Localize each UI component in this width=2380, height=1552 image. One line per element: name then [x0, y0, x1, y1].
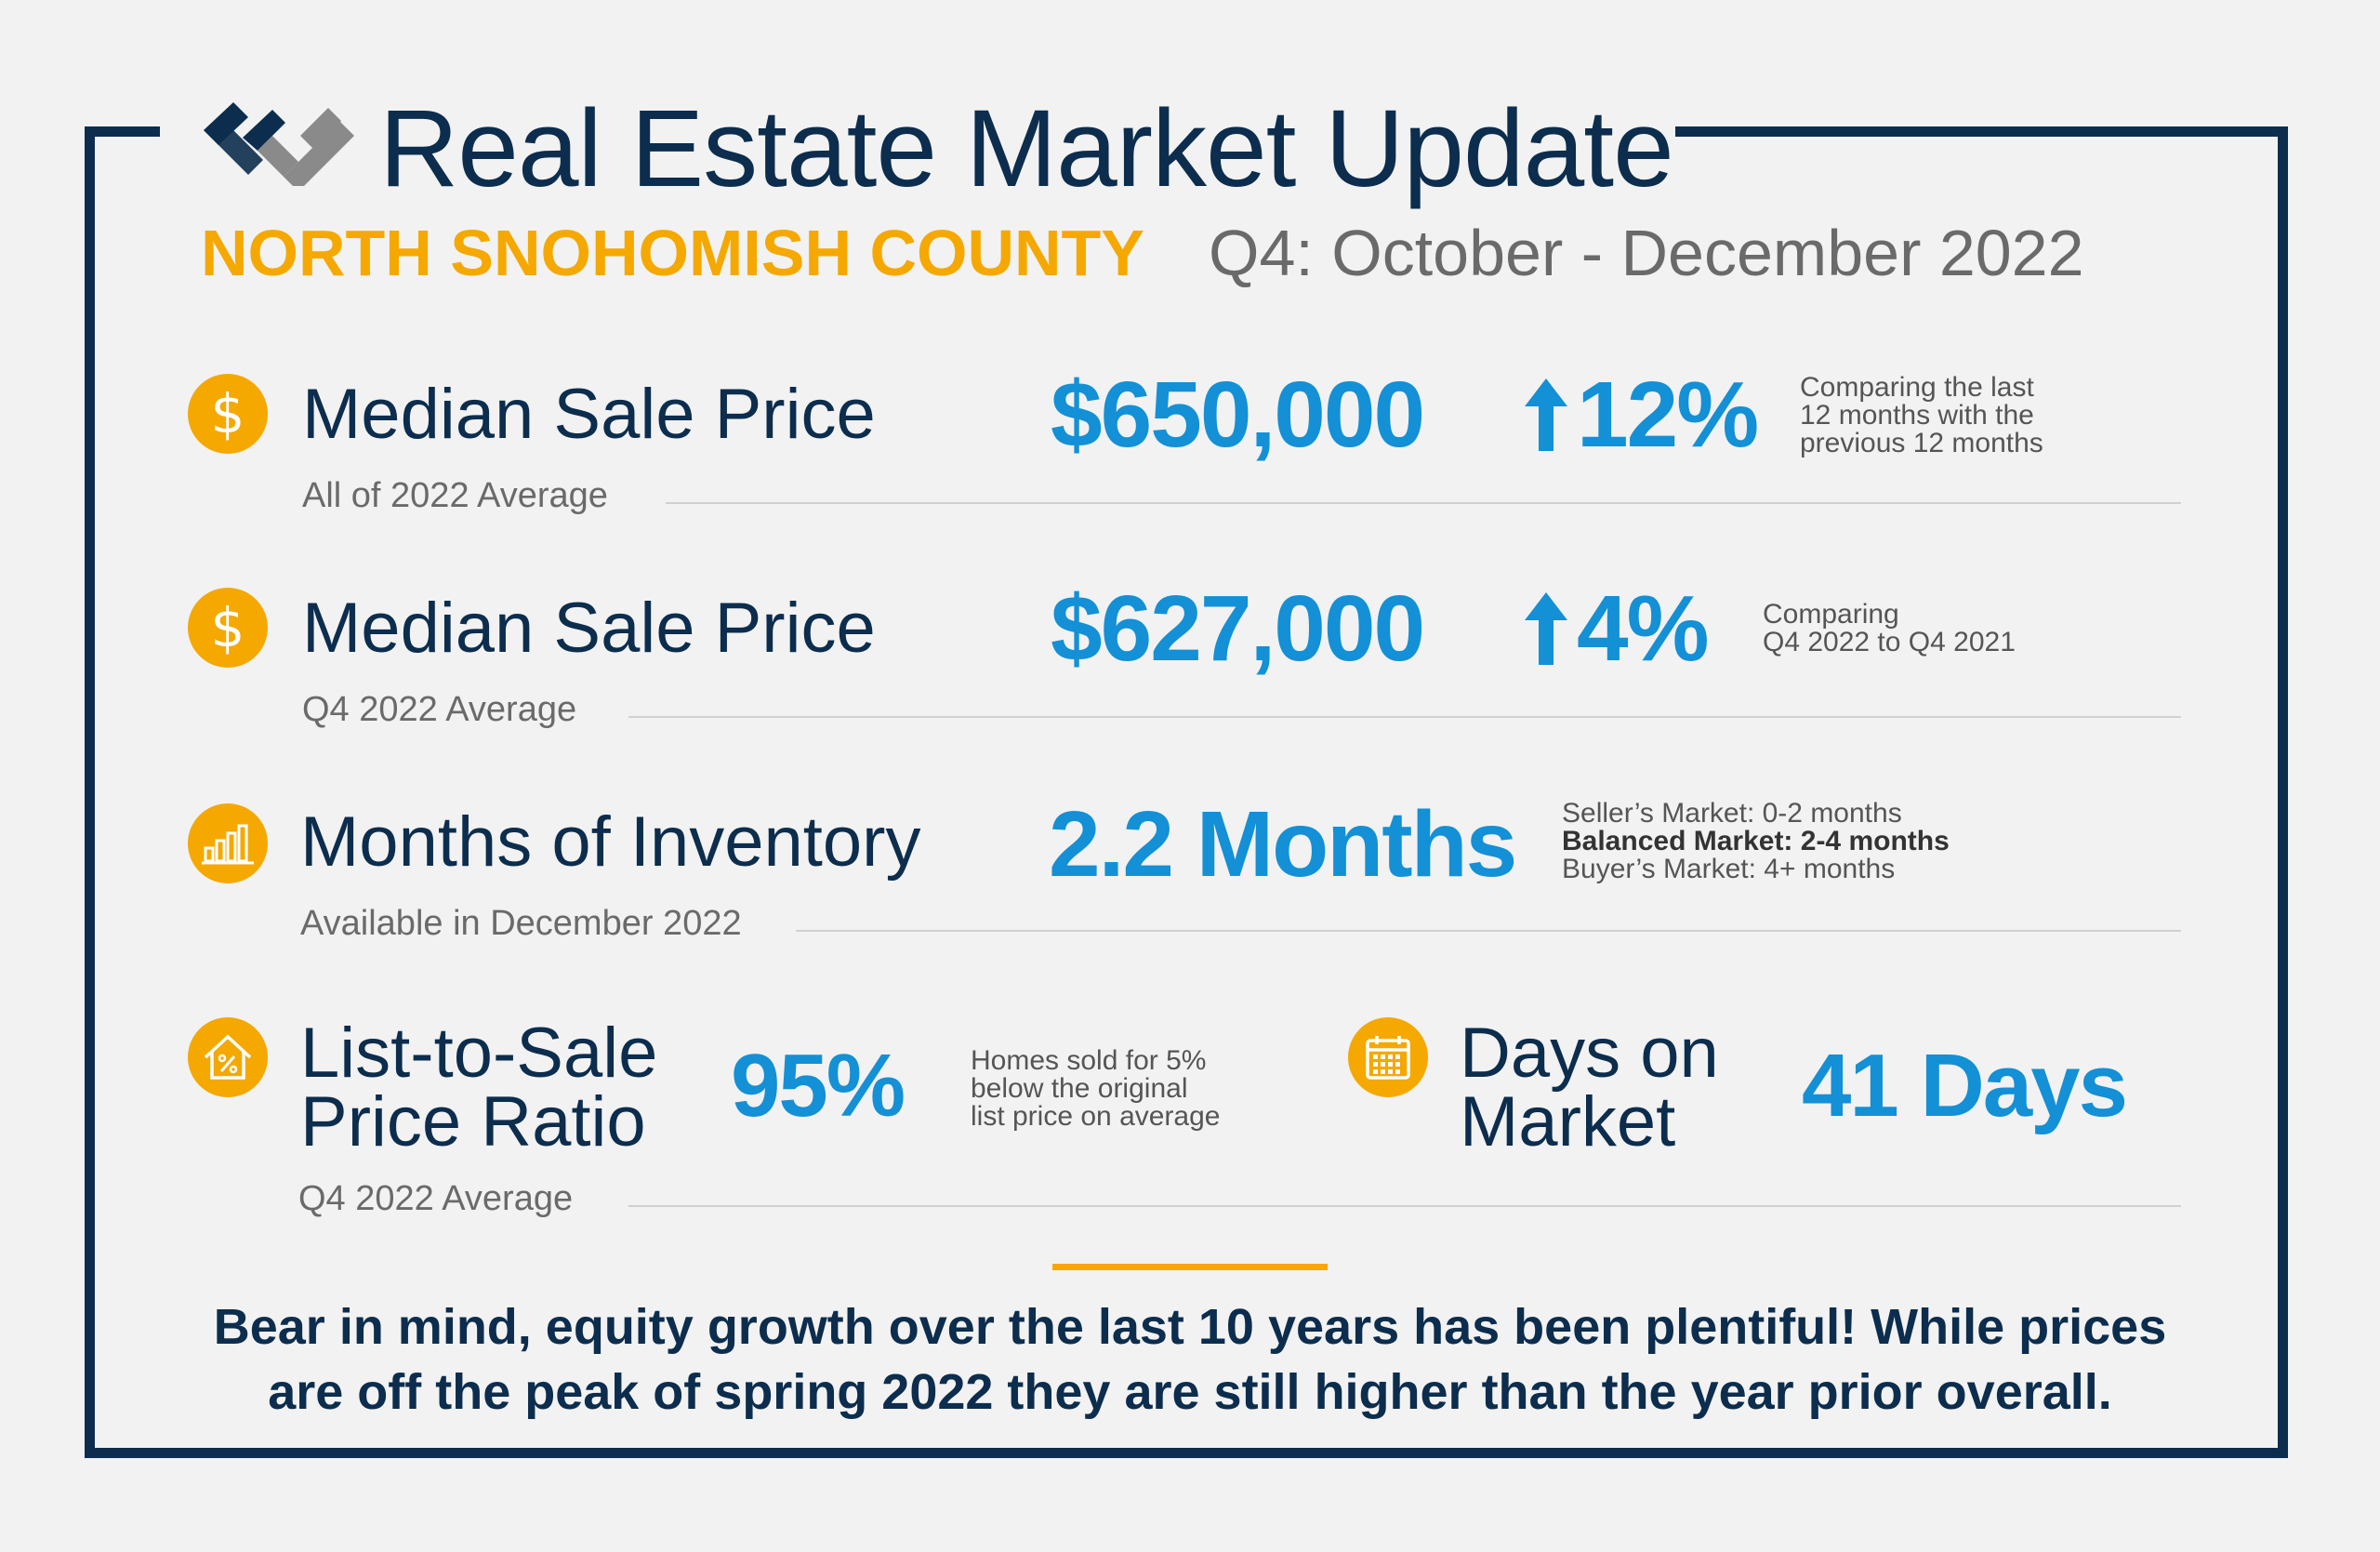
- county-name: NORTH SNOHOMISH COUNTY: [201, 217, 1144, 289]
- dollar-icon: $: [188, 588, 268, 668]
- brand-logo-icon: [204, 102, 354, 186]
- page-title: Real Estate Market Update: [379, 87, 1674, 210]
- accent-divider: [1052, 1264, 1328, 1270]
- dollar-icon: $: [188, 374, 268, 454]
- metric-note: Comparing Q4 2022 to Q4 2021: [1763, 601, 2016, 657]
- metric-sublabel: Available in December 2022: [300, 904, 742, 943]
- note-line: Seller’s Market: 0-2 months: [1562, 798, 1902, 829]
- metric-value: $627,000: [1051, 577, 1425, 681]
- arrow-up-icon: [1525, 378, 1567, 451]
- note-line: 12 months with the: [1800, 400, 2034, 431]
- market-legend: Seller’s Market: 0-2 months Balanced Mar…: [1562, 800, 1950, 883]
- metric-label: Median Sale Price: [302, 589, 876, 668]
- divider: [628, 716, 2181, 718]
- label-line: List-to-Sale: [300, 1014, 658, 1093]
- footer-line: Bear in mind, equity growth over the las…: [213, 1299, 2167, 1355]
- change-value: 12%: [1577, 363, 1759, 467]
- metric-label: Days on Market: [1460, 1014, 1719, 1161]
- header-background: [160, 93, 1675, 177]
- note-line: Homes sold for 5%: [971, 1045, 1207, 1076]
- arrow-up-icon: [1525, 592, 1567, 665]
- metric-sublabel: Q4 2022 Average: [302, 690, 577, 729]
- metric-value: 41 Days: [1802, 1036, 2128, 1135]
- bar-chart-icon: [188, 803, 268, 883]
- metric-change: 12%: [1525, 363, 1759, 467]
- label-line: Days on: [1460, 1014, 1719, 1093]
- note-line: Comparing: [1763, 599, 1899, 630]
- metric-change: 4%: [1525, 577, 1710, 681]
- metric-value: 2.2 Months: [1049, 792, 1517, 896]
- note-line: below the original: [971, 1073, 1188, 1104]
- note-line: list price on average: [971, 1101, 1221, 1132]
- note-line-highlight: Balanced Market: 2-4 months: [1562, 826, 1950, 856]
- divider: [628, 1205, 2181, 1207]
- label-line: Market: [1460, 1082, 1676, 1161]
- change-value: 4%: [1577, 577, 1710, 681]
- note-line: previous 12 months: [1800, 428, 2043, 458]
- metric-sublabel: All of 2022 Average: [302, 476, 608, 515]
- note-line: Q4 2022 to Q4 2021: [1763, 627, 2016, 657]
- footer-line: are off the peak of spring 2022 they are…: [268, 1364, 2112, 1420]
- metric-label: Median Sale Price: [302, 375, 876, 454]
- metric-label: Months of Inventory: [300, 803, 921, 882]
- report-period: Q4: October - December 2022: [1209, 217, 2084, 289]
- metric-label: List-to-Sale Price Ratio: [300, 1014, 658, 1161]
- calendar-icon: [1348, 1017, 1428, 1097]
- divider: [666, 502, 2181, 504]
- label-line: Price Ratio: [300, 1082, 646, 1161]
- note-line: Buyer’s Market: 4+ months: [1562, 854, 1896, 884]
- metric-note: Comparing the last 12 months with the pr…: [1800, 374, 2043, 458]
- note-line: Comparing the last: [1800, 372, 2034, 403]
- footer-message: Bear in mind, equity growth over the las…: [112, 1294, 2268, 1425]
- metric-note: Homes sold for 5% below the original lis…: [971, 1047, 1220, 1131]
- divider: [796, 930, 2181, 932]
- metric-value: 95%: [731, 1036, 906, 1135]
- metric-sublabel: Q4 2022 Average: [298, 1179, 574, 1218]
- metric-value: $650,000: [1051, 363, 1425, 467]
- house-percent-icon: [188, 1017, 268, 1097]
